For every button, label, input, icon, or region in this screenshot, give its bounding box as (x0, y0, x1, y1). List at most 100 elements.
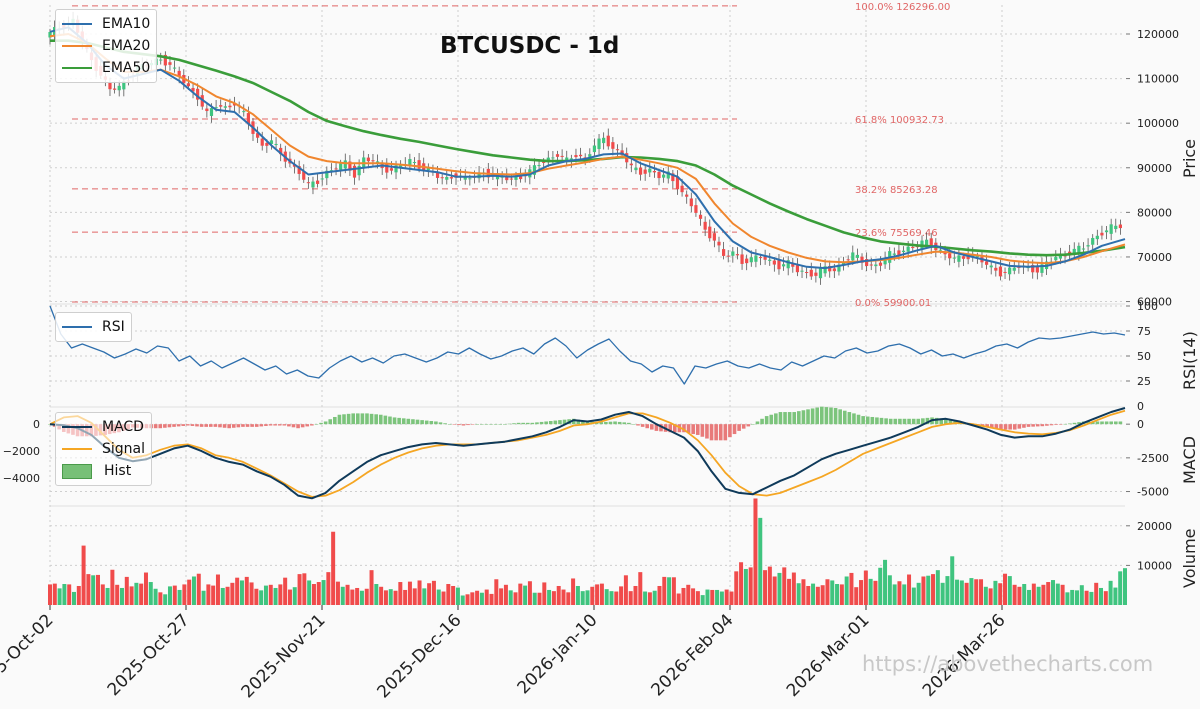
macd-hist-bar (397, 417, 401, 425)
candle-body (1008, 267, 1012, 275)
volume-bar (580, 591, 585, 605)
macd-hist-bar (181, 424, 186, 426)
volume-bar (163, 594, 168, 605)
macd-hist-bar (640, 424, 645, 427)
macd-hist-bar (746, 424, 751, 427)
candle-body (514, 176, 518, 180)
volume-bar (1036, 586, 1041, 605)
candle-body (629, 163, 633, 166)
macd-hist-bar (875, 417, 879, 425)
volume-bar (436, 589, 441, 605)
macd-hist-bar (1114, 421, 1118, 425)
macd-hist-bar (604, 421, 608, 425)
macd-hist-bar (686, 424, 691, 434)
volume-bar (748, 567, 753, 605)
candle-body (205, 108, 209, 112)
macd-hist-bar (186, 424, 190, 426)
macd-hist-bar (1049, 424, 1054, 426)
candle-body (1012, 267, 1016, 271)
macd-hist-bar (323, 421, 328, 425)
candle-body (357, 165, 361, 176)
ema20-line (49, 33, 1126, 265)
macd-hist-bar (617, 421, 622, 425)
volume-bar (1060, 584, 1065, 605)
volume-bar (1079, 585, 1084, 605)
macd-left-tick-label: 0 (33, 418, 40, 431)
fib-label: 61.8% 100932.73 (855, 115, 944, 126)
candle-body (592, 145, 597, 153)
macd-hist-bar (236, 424, 241, 428)
volume-bar (355, 587, 360, 605)
volume-bar (307, 580, 312, 605)
candle-body (172, 67, 177, 69)
volume-bar (215, 574, 220, 605)
macd-hist-bar (829, 407, 833, 425)
macd-hist-bar (907, 418, 911, 425)
candle-body (302, 171, 306, 180)
legend-ema10: EMA10 (62, 13, 150, 35)
macd-hist-bar (902, 418, 907, 425)
volume-bar (167, 586, 172, 605)
macd-hist-bar (985, 424, 989, 427)
volume-bar (921, 576, 926, 605)
candle-body (597, 138, 601, 150)
candle-body (519, 175, 523, 180)
candle-body (662, 174, 666, 178)
volume-bar (537, 592, 542, 605)
macd-hist-bar (548, 421, 553, 425)
macd-hist-bar (622, 422, 627, 425)
candle-body (306, 182, 310, 184)
macd-hist-bar (1026, 424, 1031, 427)
macd-hist-bar (480, 424, 484, 425)
macd-hist-bar (1072, 422, 1077, 425)
macd-hist-bar (819, 406, 824, 425)
candle-body (984, 261, 989, 265)
candle-body (505, 175, 509, 181)
macd-hist-bar (544, 421, 548, 425)
macd-hist-bar (222, 424, 227, 428)
macd-hist-bar (636, 424, 640, 426)
volume-bar (143, 572, 148, 605)
rsi-tick-label: 50 (1137, 350, 1151, 363)
volume-bar (259, 590, 264, 605)
macd-hist-bar (585, 421, 590, 425)
volume-bar (499, 588, 504, 605)
macd-hist-bar (934, 417, 939, 425)
macd-hist-bar (392, 417, 397, 425)
volume-bar (815, 586, 820, 605)
candle-body (445, 176, 449, 180)
macd-hist-bar (374, 414, 378, 425)
candle-body (279, 147, 283, 155)
macd-hist-bar (893, 418, 898, 425)
volume-bar (628, 591, 633, 605)
volume-bar (254, 588, 259, 605)
macd-hist-bar (833, 408, 838, 425)
candle-body (1081, 248, 1086, 250)
candle-body (1003, 271, 1007, 273)
volume-bar (566, 592, 571, 605)
volume-bar (532, 592, 537, 605)
macd-hist-bar (296, 424, 300, 429)
macd-hist-bar (1003, 424, 1008, 430)
macd-hist-bar (1031, 424, 1035, 427)
candle-body (315, 180, 320, 184)
macd-hist-bar (1035, 424, 1040, 427)
volume-bar (585, 590, 590, 605)
volume-bar (119, 587, 124, 605)
candle-body (694, 205, 698, 213)
candle-body (689, 198, 693, 207)
candle-body (809, 269, 813, 277)
macd-hist-bar (273, 424, 277, 426)
candle-body (652, 170, 656, 173)
candle-body (256, 133, 260, 138)
macd-hist-bar (879, 417, 884, 425)
macd-hist-bar (1017, 424, 1022, 429)
candle-body (846, 259, 850, 261)
candle-body (426, 167, 430, 171)
volume-bar (662, 576, 667, 605)
candle-body (712, 233, 716, 241)
volume-bar (825, 579, 830, 605)
candle-body (196, 88, 200, 100)
candle-body (749, 257, 753, 263)
price-tick-label: 80000 (1137, 206, 1172, 219)
